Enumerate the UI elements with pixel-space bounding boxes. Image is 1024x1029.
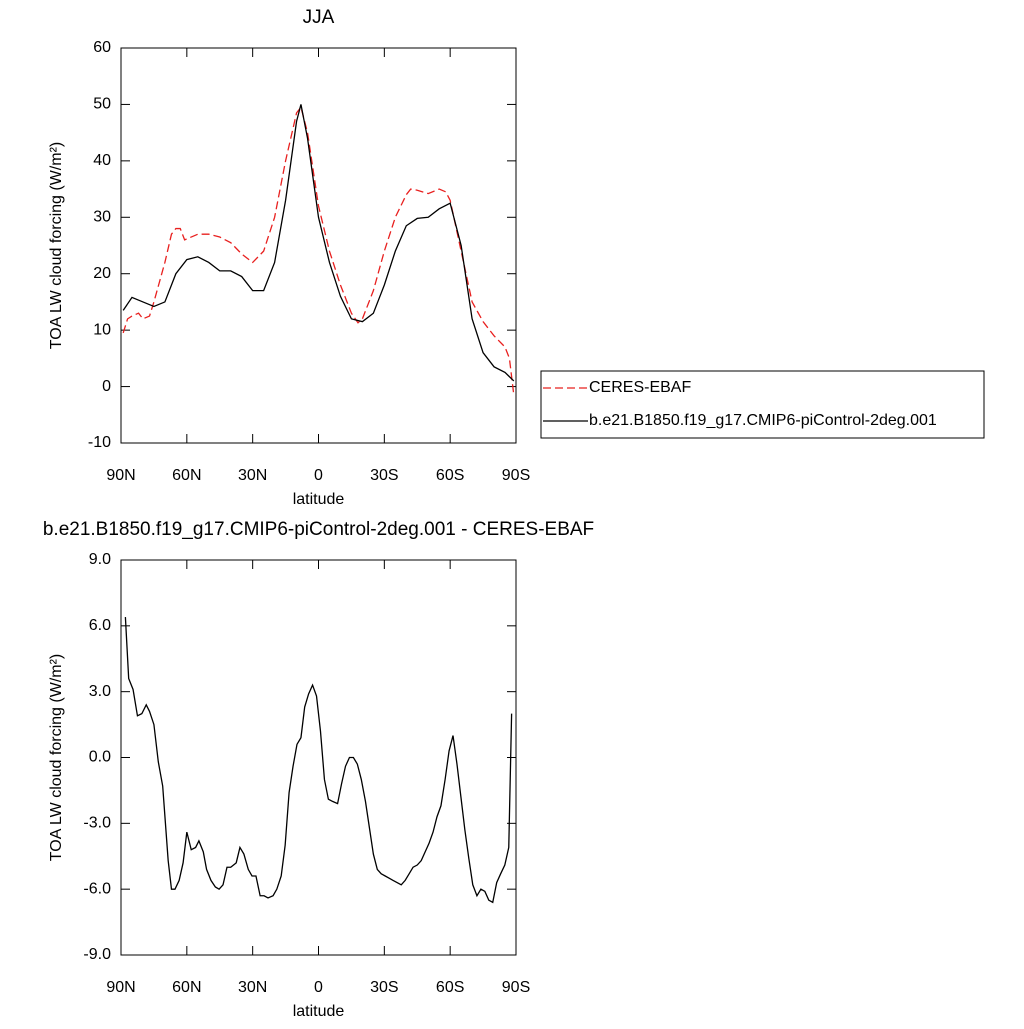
y-tick-label: 0 (102, 378, 111, 395)
x-axis-label: latitude (293, 1003, 345, 1020)
x-tick-label: 60N (172, 979, 201, 996)
legend-box (540, 370, 985, 439)
chart-title: JJA (303, 7, 335, 28)
x-tick-label: 60S (436, 979, 464, 996)
y-tick-label: 60 (93, 39, 111, 56)
y-tick-label: 40 (93, 152, 111, 169)
x-tick-label: 30S (370, 467, 398, 484)
y-tick-label: 30 (93, 209, 111, 226)
x-tick-label: 30S (370, 979, 398, 996)
data-line (122, 105, 515, 396)
y-tick-label: 3.0 (89, 683, 111, 700)
x-axis-label: latitude (293, 491, 345, 508)
x-tick-label: 60S (436, 467, 464, 484)
y-tick-label: -9.0 (83, 946, 111, 963)
plot-frame (120, 559, 517, 956)
plot-frame (120, 47, 517, 444)
y-tick-label: -10 (88, 434, 111, 451)
x-tick-label: 30N (238, 979, 267, 996)
x-tick-label: 0 (314, 467, 323, 484)
x-tick-label: 90S (502, 979, 530, 996)
x-tick-label: 0 (314, 979, 323, 996)
data-line (122, 104, 515, 382)
legend-label: CERES-EBAF (589, 379, 691, 396)
data-line (124, 617, 513, 904)
y-tick-label: 9.0 (89, 551, 111, 568)
chart-title: b.e21.B1850.f19_g17.CMIP6-piControl-2deg… (43, 519, 594, 540)
y-axis-label: TOA LW cloud forcing (W/m²) (48, 142, 65, 349)
y-tick-label: 20 (93, 265, 111, 282)
y-tick-label: -3.0 (83, 815, 111, 832)
x-tick-label: 90S (502, 467, 530, 484)
y-tick-label: -6.0 (83, 880, 111, 897)
x-tick-label: 60N (172, 467, 201, 484)
x-tick-label: 30N (238, 467, 267, 484)
x-tick-label: 90N (106, 467, 135, 484)
legend-label: b.e21.B1850.f19_g17.CMIP6-piControl-2deg… (589, 412, 937, 429)
y-tick-label: 10 (93, 321, 111, 338)
x-tick-label: 90N (106, 979, 135, 996)
y-tick-label: 6.0 (89, 617, 111, 634)
y-tick-label: 50 (93, 96, 111, 113)
y-axis-label: TOA LW cloud forcing (W/m²) (48, 654, 65, 861)
y-tick-label: 0.0 (89, 749, 111, 766)
